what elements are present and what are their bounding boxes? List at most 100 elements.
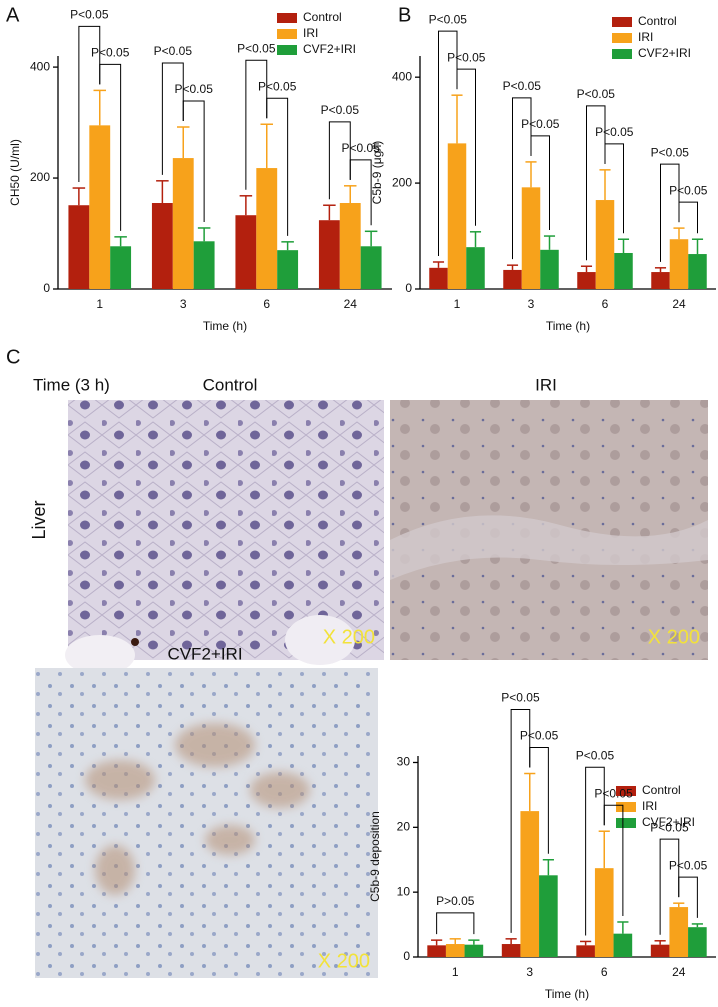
bar xyxy=(427,945,446,957)
x-axis-label: Time (h) xyxy=(203,319,247,333)
significance-bracket xyxy=(530,135,550,231)
bar xyxy=(503,269,522,289)
significance-label: P<0.05 xyxy=(521,117,560,131)
significance-label: P<0.05 xyxy=(595,125,634,139)
bar xyxy=(651,272,670,289)
panel-label: B xyxy=(398,4,411,26)
significance-label: P<0.05 xyxy=(520,729,559,743)
panel-label: A xyxy=(6,4,20,26)
significance-label: P<0.05 xyxy=(447,50,486,64)
y-tick-label: 30 xyxy=(397,755,411,769)
bar xyxy=(193,241,215,289)
x-tick-label: 6 xyxy=(601,965,608,979)
bar xyxy=(521,187,541,289)
legend-label: Control xyxy=(303,10,342,24)
y-tick-label: 0 xyxy=(43,281,50,295)
legend-label: IRI xyxy=(303,26,318,40)
significance-bracket xyxy=(603,804,624,916)
legend-swatch xyxy=(612,33,632,43)
legend-label: IRI xyxy=(638,30,653,44)
significance-label: P<0.05 xyxy=(321,103,360,117)
x-tick-label: 6 xyxy=(602,297,609,311)
x-tick-label: 1 xyxy=(454,297,461,311)
y-tick-label: 10 xyxy=(397,884,411,898)
image-title: Control xyxy=(203,375,258,394)
bar xyxy=(594,868,614,957)
significance-bracket xyxy=(349,159,372,226)
bar xyxy=(235,215,257,289)
x-tick-label: 3 xyxy=(526,965,533,979)
significance-bracket xyxy=(245,59,268,190)
micrograph: X 200 xyxy=(65,400,384,675)
bar xyxy=(688,254,707,289)
y-tick-label: 400 xyxy=(30,59,50,73)
significance-bracket xyxy=(586,105,606,261)
micrograph: X 200 xyxy=(35,668,378,978)
significance-bracket xyxy=(161,62,184,175)
bar xyxy=(429,267,448,289)
micrograph: X 200 xyxy=(390,400,708,660)
bar xyxy=(520,811,540,957)
bar xyxy=(669,907,689,957)
x-axis-label: Time (h) xyxy=(545,987,589,1001)
bar xyxy=(650,944,670,957)
magnification: X 200 xyxy=(323,626,375,648)
bar xyxy=(277,250,299,289)
significance-bracket xyxy=(266,97,289,236)
bar xyxy=(613,933,633,957)
legend-swatch xyxy=(277,13,297,23)
x-tick-label: 24 xyxy=(672,965,686,979)
bar xyxy=(360,246,382,289)
significance-label: P>0.05 xyxy=(436,894,475,908)
bar xyxy=(445,944,465,957)
y-axis-label: C5b-9 (μg/l) xyxy=(370,141,384,205)
bar xyxy=(318,220,340,289)
bar xyxy=(595,200,615,289)
legend-swatch xyxy=(612,49,632,59)
y-tick-label: 200 xyxy=(30,170,50,184)
significance-bracket xyxy=(328,121,351,200)
significance-label: P<0.05 xyxy=(650,820,689,834)
bar xyxy=(614,252,633,289)
y-axis-label: CH50 (U/ml) xyxy=(8,139,22,206)
y-tick-label: 20 xyxy=(397,819,411,833)
x-tick-label: 24 xyxy=(344,297,358,311)
legend-label: IRI xyxy=(642,799,657,813)
row-label: Liver xyxy=(29,500,49,539)
bar xyxy=(172,158,194,289)
legend-label: Control xyxy=(638,14,677,28)
bar xyxy=(256,168,278,289)
x-tick-label: 3 xyxy=(180,297,187,311)
legend-swatch xyxy=(612,17,632,27)
legend-label: CVF2+IRI xyxy=(303,42,356,56)
legend-swatch xyxy=(616,818,636,828)
bar xyxy=(501,944,521,957)
bar xyxy=(577,272,596,289)
significance-bracket xyxy=(678,876,698,918)
x-tick-label: 1 xyxy=(452,965,459,979)
significance-label: P<0.05 xyxy=(342,141,381,155)
significance-bracket xyxy=(436,912,475,935)
significance-label: P<0.05 xyxy=(175,82,214,96)
bar xyxy=(576,945,595,957)
significance-bracket xyxy=(678,201,698,234)
bar xyxy=(68,205,90,289)
x-axis-label: Time (h) xyxy=(546,319,590,333)
significance-bracket xyxy=(456,68,476,226)
y-tick-label: 200 xyxy=(392,175,412,189)
significance-label: P<0.05 xyxy=(577,87,616,101)
legend-label: Control xyxy=(642,783,681,797)
bar xyxy=(539,875,558,957)
x-tick-label: 3 xyxy=(528,297,535,311)
significance-bracket xyxy=(660,163,680,262)
bar xyxy=(688,927,707,957)
significance-label: P<0.05 xyxy=(669,858,708,872)
significance-bracket xyxy=(585,766,605,936)
significance-bracket xyxy=(659,838,680,935)
legend-label: CVF2+IRI xyxy=(638,46,691,60)
significance-label: P<0.05 xyxy=(501,691,540,705)
panel-label: C xyxy=(6,346,20,368)
significance-label: P<0.05 xyxy=(669,183,708,197)
significance-bracket xyxy=(438,30,458,256)
